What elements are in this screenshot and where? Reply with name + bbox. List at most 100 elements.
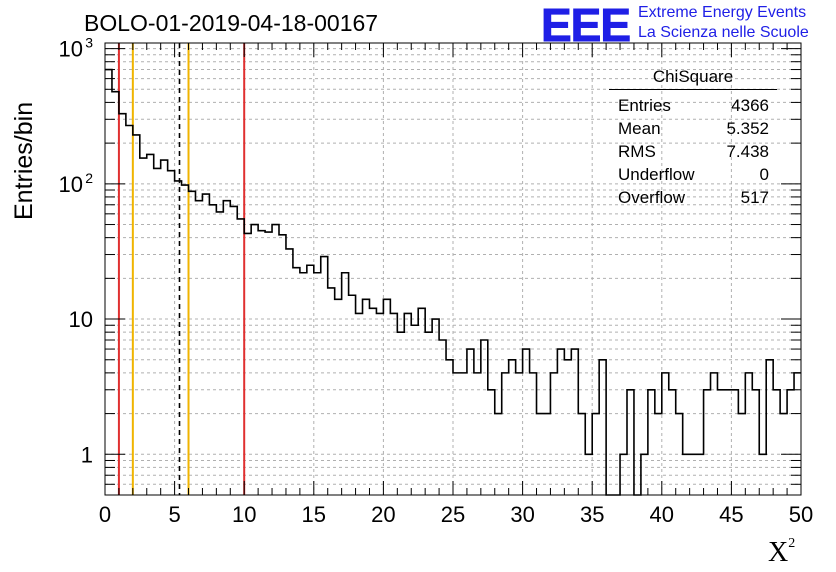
x-tick-label: 35: [580, 502, 604, 527]
histogram-bin: [704, 390, 711, 495]
histogram-bin: [655, 414, 662, 495]
histogram-bin: [599, 360, 606, 495]
histogram-bin: [516, 373, 523, 495]
logo-text: Extreme Energy Events La Scienza nelle S…: [638, 3, 809, 43]
axis-ticks: [104, 43, 802, 496]
histogram-bin: [328, 288, 335, 495]
reference-lines: [117, 43, 246, 495]
x-tick-label: 15: [302, 502, 326, 527]
histogram-bin: [662, 373, 669, 495]
histogram-bin: [147, 154, 154, 495]
histogram-bin: [202, 194, 209, 495]
eee-logo: EEE: [540, 0, 631, 51]
stats-label: RMS: [618, 142, 656, 161]
histogram-bin: [237, 219, 244, 495]
x-tick-label: 40: [650, 502, 674, 527]
histogram-bin: [669, 390, 676, 495]
x-axis-label: X2: [768, 536, 795, 569]
histogram-bin: [335, 299, 342, 495]
histogram-bin: [697, 454, 704, 495]
histogram-bin: [731, 390, 738, 495]
stats-box: ChiSquare Entries 4366 Mean 5.352 RMS 7.438…: [609, 67, 777, 209]
histogram-bin: [578, 414, 585, 495]
stats-value: 517: [740, 188, 769, 207]
x-tick-labels: 0 5 10 15 20 25 30 35 40 45 50: [99, 502, 813, 527]
histogram-bin: [411, 325, 418, 495]
x-tick-label: 20: [371, 502, 395, 527]
histogram-bin: [683, 454, 690, 495]
histogram-bin: [717, 390, 724, 495]
histogram-bin: [182, 185, 189, 495]
histogram-bin: [474, 373, 481, 495]
histogram-bin: [112, 92, 119, 495]
stats-row-entries: Entries 4366: [609, 94, 777, 117]
y-tick-label-exponent: 3: [85, 35, 93, 51]
histogram-bin: [488, 390, 495, 495]
stats-box-title: ChiSquare: [609, 67, 777, 90]
histogram-bin: [648, 390, 655, 495]
histogram-bin: [620, 454, 627, 495]
histogram-bin: [467, 349, 474, 495]
stats-label: Mean: [618, 119, 661, 138]
histogram-bin: [530, 373, 537, 495]
histogram-bin: [307, 265, 314, 495]
histogram-bin: [314, 273, 321, 495]
chart-title: BOLO-01-2019-04-18-00167: [84, 10, 379, 36]
histogram-bin: [293, 268, 300, 495]
x-axis-label-superscript: 2: [788, 536, 796, 551]
stats-row-rms: RMS 7.438: [609, 140, 777, 163]
y-axis-label: Entries/bin: [10, 101, 38, 220]
histogram-bin: [446, 360, 453, 495]
stats-value: 0: [759, 165, 769, 184]
histogram-bin: [404, 313, 411, 495]
histogram-bin: [418, 308, 425, 495]
histogram-bin: [244, 233, 251, 495]
histogram-bin: [223, 201, 230, 495]
stats-label: Overflow: [618, 188, 686, 207]
histogram-bin: [495, 414, 502, 495]
histogram-bin: [724, 390, 731, 495]
histogram-bin: [738, 414, 745, 495]
histogram-bin: [321, 257, 328, 495]
y-tick-label: 10: [59, 37, 83, 62]
histogram-bin: [432, 319, 439, 495]
x-tick-label: 5: [168, 502, 180, 527]
histogram-bin: [265, 232, 272, 495]
histogram-outline: [105, 68, 801, 496]
histogram-bin: [154, 168, 161, 495]
histogram-bin: [300, 273, 307, 495]
histogram-bin: [550, 373, 557, 495]
histogram-bin: [794, 373, 801, 495]
x-tick-label: 50: [789, 502, 813, 527]
y-tick-label: 1: [81, 442, 93, 467]
histogram-bin: [676, 414, 683, 495]
x-tick-label: 30: [510, 502, 534, 527]
x-tick-label: 45: [719, 502, 743, 527]
histogram-bin: [690, 454, 697, 495]
histogram-bin: [105, 70, 112, 495]
stats-value: 4366: [731, 96, 769, 115]
histogram-bin: [460, 373, 467, 495]
histogram-bin: [279, 235, 286, 495]
histogram-bin: [119, 114, 126, 495]
histogram-bin: [251, 225, 258, 495]
histogram-bin: [168, 171, 175, 495]
histogram-bin: [342, 273, 349, 495]
histogram-bin: [571, 349, 578, 495]
histogram-series: [105, 68, 801, 496]
histogram-bin: [537, 414, 544, 495]
histogram-bin: [585, 454, 592, 495]
histogram-bin: [502, 373, 509, 495]
stats-value: 5.352: [726, 119, 769, 138]
histogram-bin: [286, 249, 293, 495]
histogram-bin: [425, 332, 432, 495]
histogram-bin: [175, 181, 182, 495]
histogram-bin: [711, 373, 718, 495]
histogram-bin: [773, 390, 780, 495]
y-tick-label: 10: [59, 172, 83, 197]
histogram-bin: [509, 360, 516, 495]
logo-line-1: Extreme Energy Events: [638, 4, 807, 21]
x-axis-label-main: X: [768, 537, 789, 568]
